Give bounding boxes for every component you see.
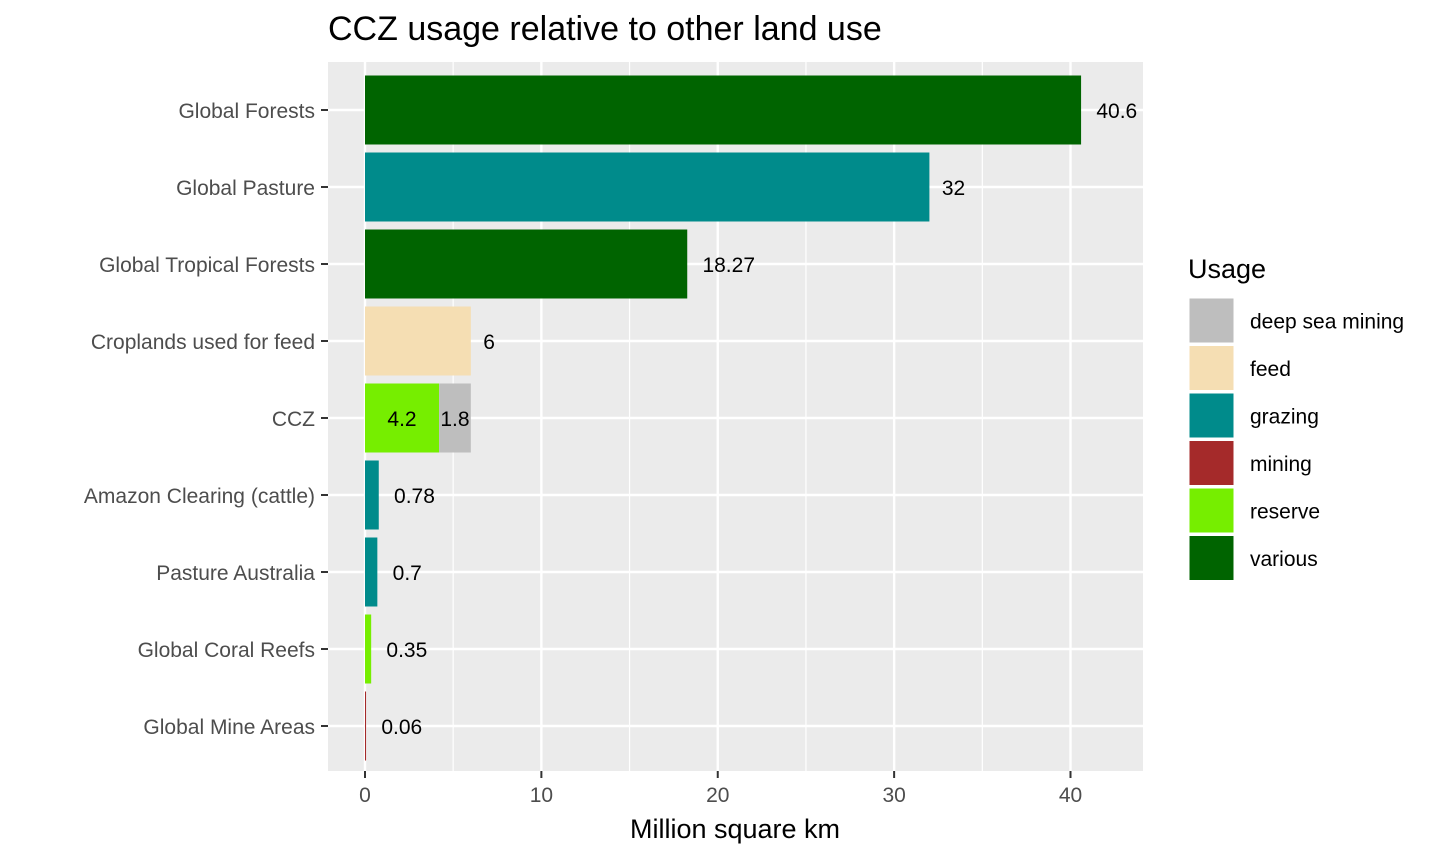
value-label: 40.6 <box>1096 100 1137 123</box>
y-tick-label: Global Pasture <box>176 177 315 200</box>
legend-key-various <box>1188 535 1235 581</box>
y-tick-label: Global Forests <box>178 100 315 123</box>
bar-pasture-australia-grazing <box>365 537 378 607</box>
bar-global-pasture-grazing <box>365 152 930 222</box>
legend-label: deep sea mining <box>1250 311 1404 334</box>
y-tick-label: Global Coral Reefs <box>138 639 315 662</box>
x-tick-label: 20 <box>706 784 729 807</box>
legend-label: reserve <box>1250 501 1320 524</box>
legend-title: Usage <box>1188 254 1266 284</box>
y-tick-label: CCZ <box>272 408 315 431</box>
value-label: 6 <box>483 331 495 354</box>
value-label: 0.35 <box>386 639 427 662</box>
value-labels: 40.6 32 18.27 6 4.2 1.8 0.78 0.7 0.35 0.06 <box>381 100 1137 739</box>
y-axis: Global Forests Global Pasture Global Tropi… <box>84 100 328 739</box>
bar-ccz-deep-sea-mining <box>439 383 471 453</box>
legend-label: grazing <box>1250 406 1319 429</box>
legend-key-feed <box>1188 345 1235 391</box>
legend-key-reserve <box>1188 487 1235 534</box>
legend-key-grazing <box>1188 392 1235 439</box>
bar-global-tropical-forests-various <box>365 229 688 299</box>
y-tick-label: Pasture Australia <box>156 562 315 585</box>
legend-label: feed <box>1250 358 1291 381</box>
x-axis-title: Million square km <box>630 814 840 844</box>
chart-title: CCZ usage relative to other land use <box>328 10 882 48</box>
legend-key-mining <box>1188 440 1235 486</box>
bar-croplands-used-for-feed-feed <box>365 306 471 376</box>
x-axis: 0 10 20 30 40 <box>359 771 1082 807</box>
x-tick-label: 10 <box>530 784 553 807</box>
legend-label: various <box>1250 548 1318 571</box>
x-tick-label: 30 <box>882 784 905 807</box>
y-tick-label: Amazon Clearing (cattle) <box>84 485 315 508</box>
value-label: 32 <box>942 177 965 200</box>
bar-global-mine-areas-mining <box>365 691 367 761</box>
value-label: 1.8 <box>440 408 469 431</box>
y-tick-label: Global Tropical Forests <box>99 254 315 277</box>
x-tick-label: 0 <box>359 784 371 807</box>
legend-label: mining <box>1250 453 1312 476</box>
bar-amazon-clearing-cattle-grazing <box>365 460 379 530</box>
bar-global-coral-reefs-reserve <box>365 614 372 684</box>
x-tick-label: 40 <box>1059 784 1082 807</box>
bars <box>365 75 1082 761</box>
value-label: 4.2 <box>387 408 416 431</box>
value-label: 0.7 <box>393 562 422 585</box>
bar-global-forests-various <box>365 75 1082 145</box>
legend: Usage deep sea mining feed grazing mining re… <box>1188 254 1404 581</box>
y-tick-label: Global Mine Areas <box>143 716 315 739</box>
legend-key-deep-sea-mining <box>1188 297 1235 344</box>
bar-ccz-reserve <box>365 383 440 453</box>
value-label: 0.06 <box>381 716 422 739</box>
y-tick-label: Croplands used for feed <box>91 331 315 354</box>
value-label: 0.78 <box>394 485 435 508</box>
value-label: 18.27 <box>702 254 755 277</box>
